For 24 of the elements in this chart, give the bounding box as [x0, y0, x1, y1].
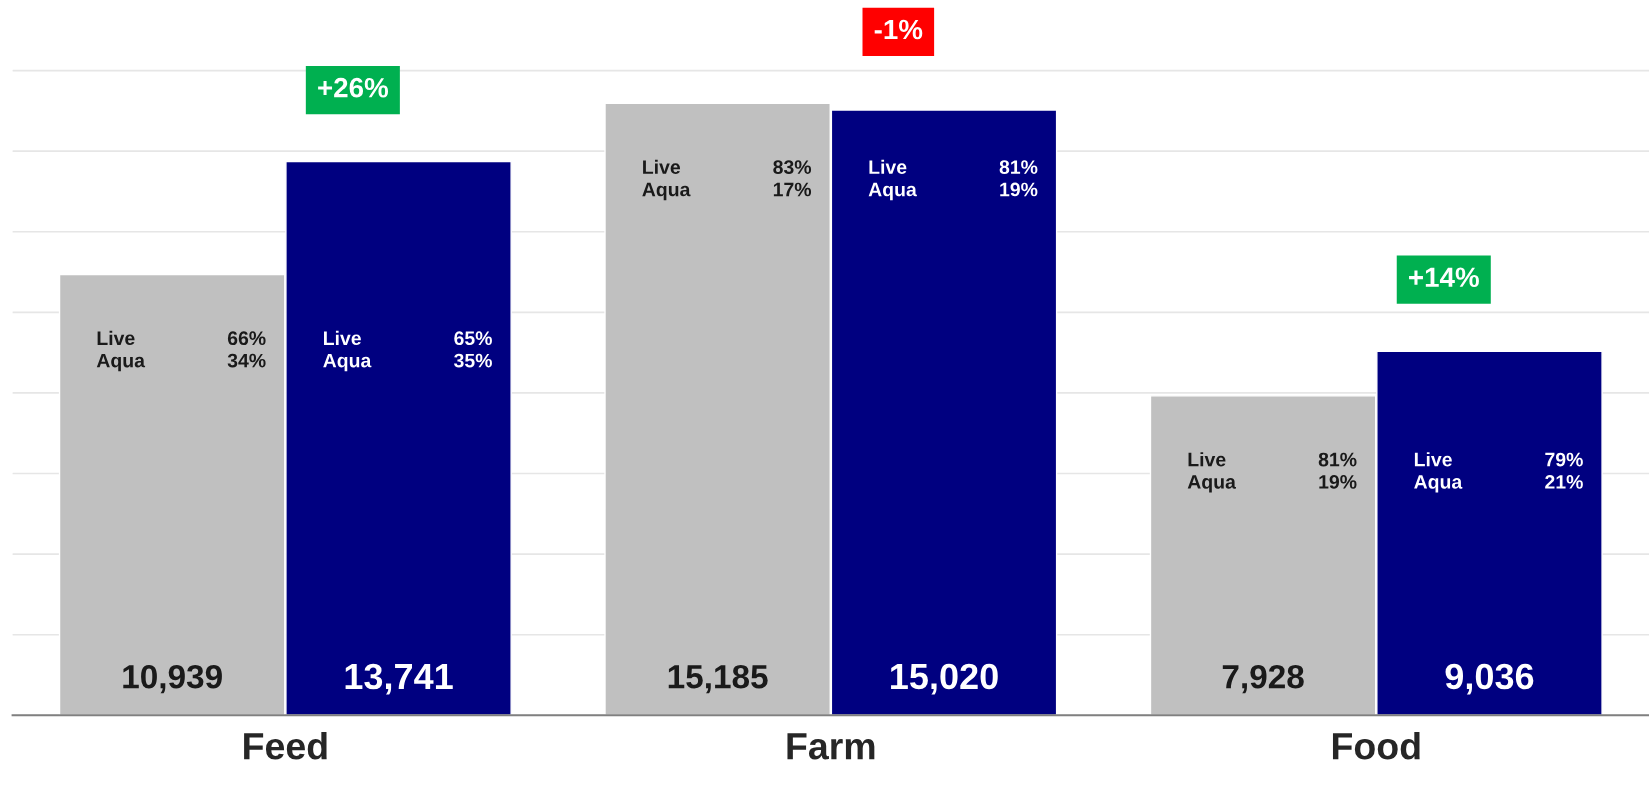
x-tick-label: Feed — [244, 731, 327, 760]
annotation: 83% 17% — [773, 160, 812, 197]
annotation: 81% 19% — [999, 160, 1038, 197]
text: +26% — [318, 77, 389, 98]
x-tick-label: Food — [1332, 731, 1420, 760]
data-label: 10,939 — [123, 664, 222, 694]
annotation: +14% — [1409, 267, 1479, 288]
data-label: 7,928 — [1222, 664, 1304, 694]
annotation: Live Aqua — [868, 159, 917, 201]
data-label: 15,020 — [891, 663, 998, 695]
annotation: 65% 35% — [454, 331, 492, 368]
x-tick-label: Farm — [787, 733, 875, 760]
annotation: Live Aqua — [1187, 452, 1236, 493]
data-label: 15,185 — [668, 664, 768, 694]
annotation: 66% 34% — [227, 331, 266, 368]
annotation: 81% 19% — [1318, 452, 1357, 489]
annotation: 79% 21% — [1545, 452, 1583, 489]
text: -1% — [874, 19, 923, 40]
annotation: Live Aqua — [642, 159, 691, 201]
data-label: 9,036 — [1445, 663, 1534, 695]
data-label: 13,741 — [345, 663, 453, 695]
annotation: Live Aqua — [1414, 452, 1463, 493]
annotation: Live Aqua — [96, 330, 146, 372]
annotation: Live Aqua — [323, 330, 372, 372]
